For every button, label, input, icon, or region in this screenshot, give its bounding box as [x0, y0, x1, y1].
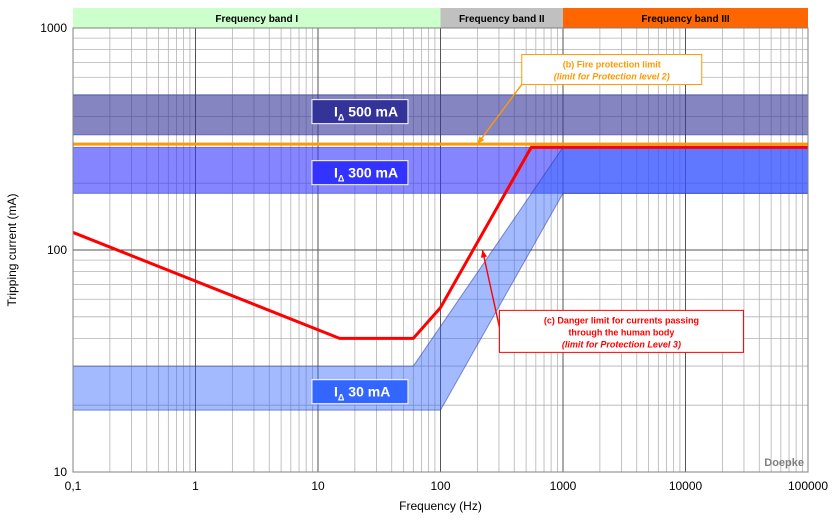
band-label: IΔ 500 mA: [334, 104, 398, 123]
y-tick-label: 1000: [40, 21, 67, 35]
frequency-band-2: [440, 8, 563, 28]
x-tick-label: 0,1: [65, 479, 82, 493]
x-tick-label: 10000: [669, 479, 703, 493]
annotation-text: (limit for Protection level 2): [554, 72, 670, 82]
annotation-arrowhead: [480, 250, 488, 258]
x-tick-label: 100000: [788, 479, 828, 493]
frequency-band-label-2: Frequency band II: [459, 14, 545, 25]
x-tick-label: 1000: [550, 479, 577, 493]
annotation-text: (c) Danger limit for currents passing: [544, 315, 699, 325]
y-axis-label: Tripping current (mA): [5, 194, 19, 307]
y-tick-label: 100: [47, 243, 67, 257]
band-labels: IΔ 500 mA IΔ 300 mA IΔ 30 mA: [311, 99, 409, 405]
danger-limit-line: [72, 145, 808, 340]
annotation-text: through the human body: [568, 327, 674, 337]
limit-lines: [72, 142, 808, 340]
frequency-band-1: [73, 8, 441, 28]
current-bands: [72, 94, 809, 411]
band-label-box: [311, 379, 409, 405]
annotation-box: [521, 54, 703, 86]
annotation-arrowhead: [477, 136, 485, 145]
plot-frame: [72, 27, 809, 473]
frequency-band-3: [563, 8, 808, 28]
frequency-band-label-1: Frequency band I: [215, 14, 298, 25]
frequency-band-label-3: Frequency band III: [641, 14, 730, 25]
x-tick-label: 100: [430, 479, 450, 493]
annotation-text: (b) Fire protection limit: [563, 60, 661, 70]
y-tick-label: 10: [54, 465, 68, 479]
band-500-ma: [72, 94, 809, 136]
annotation-text: (limit for Protection Level 3): [562, 339, 681, 349]
band-label-box: [311, 99, 409, 125]
x-tick-label: 1: [192, 479, 199, 493]
x-tick-label: 10: [311, 479, 325, 493]
annotation-arrow: [476, 84, 523, 145]
band-label: IΔ 30 mA: [334, 384, 390, 403]
annotations: (b) Fire protection limit (limit for Prot…: [476, 54, 744, 353]
band-label-box: [311, 160, 409, 186]
x-axis-label: Frequency (Hz): [399, 499, 482, 513]
annotation-arrow: [481, 249, 501, 328]
band-label: IΔ 300 mA: [334, 165, 398, 184]
x-tick-labels: 0,1 1 10 100 1000 10000 100000: [65, 479, 829, 493]
doepke-watermark: Doepke: [764, 457, 804, 469]
frequency-band-headers: Frequency band I Frequency band II Frequen…: [73, 8, 808, 28]
y-tick-labels: 10 100 1000: [40, 21, 67, 479]
annotation-box: [498, 309, 744, 353]
